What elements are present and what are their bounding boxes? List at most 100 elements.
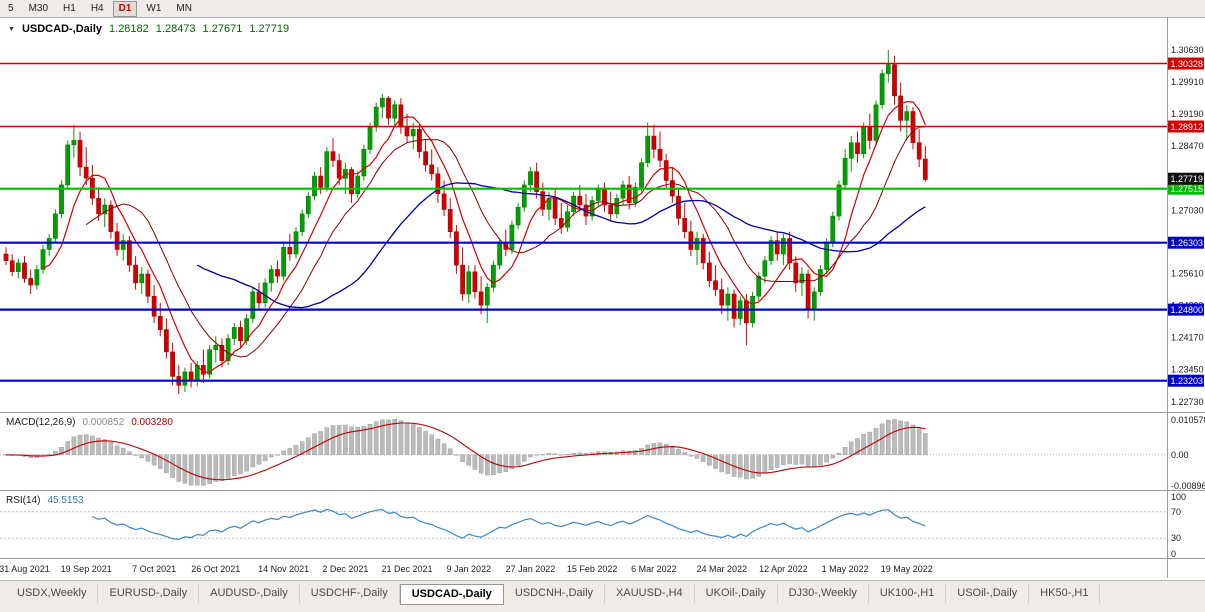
chart-tab-hk50h1[interactable]: HK50-,H1	[1029, 584, 1101, 603]
macd-histogram-bar	[269, 454, 274, 458]
candle	[102, 204, 108, 215]
rsi-axis-tick: 0	[1171, 549, 1176, 559]
macd-histogram-bar	[781, 454, 786, 465]
macd-histogram-bar	[485, 454, 490, 476]
macd-histogram-bar	[404, 422, 410, 455]
candle	[509, 224, 515, 250]
macd-histogram-bar	[312, 433, 317, 456]
period-button-d1[interactable]: D1	[112, 0, 138, 17]
candle	[577, 195, 583, 206]
candle	[262, 282, 268, 304]
chart-tab-ukoildaily[interactable]: UKOil-,Daily	[695, 584, 778, 603]
macd-histogram-bar	[744, 454, 749, 480]
chart-tab-eurusddaily[interactable]: EURUSD-,Daily	[98, 584, 200, 603]
macd-histogram-bar	[410, 424, 416, 455]
chart-tab-uk100h1[interactable]: UK100-,H1	[869, 584, 947, 603]
chart-tab-xauusdh4[interactable]: XAUUSD-,H4	[605, 584, 695, 603]
price-axis-tick: 1.29190	[1171, 109, 1204, 119]
macd-histogram-bar	[201, 454, 206, 486]
macd-histogram-bar	[898, 420, 903, 455]
price-tag-label: 1.27719	[1171, 174, 1204, 184]
date-label: 27 Jan 2022	[506, 564, 556, 574]
macd-histogram-bar	[916, 428, 922, 455]
price-axis-tick: 1.25610	[1171, 269, 1204, 279]
chart-tab-usdxweekly[interactable]: USDX,Weekly	[6, 584, 99, 603]
period-button-mn[interactable]: MN	[176, 2, 192, 14]
macd-histogram-bar	[892, 419, 897, 455]
rsi-line	[92, 508, 926, 541]
macd-histogram-bar	[429, 434, 435, 456]
chart-tab-usdcaddaily[interactable]: USDCAD-,Daily	[399, 584, 504, 605]
macd-histogram-bar	[65, 441, 70, 455]
candle	[250, 291, 256, 319]
candle	[96, 198, 101, 215]
macd-histogram-bar	[904, 421, 910, 455]
candle	[256, 291, 262, 304]
candle	[373, 106, 379, 128]
macd-histogram-bar	[478, 454, 484, 474]
macd-histogram-bar	[861, 434, 866, 455]
chart-tab-usdcnhdaily[interactable]: USDCNH-,Daily	[504, 584, 606, 603]
candle	[120, 240, 126, 250]
period-button-h1[interactable]: H1	[63, 2, 76, 14]
macd-histogram-bar	[102, 439, 107, 455]
candle	[114, 231, 120, 250]
candle	[299, 213, 305, 232]
chart-tab-usoildaily[interactable]: USOil-,Daily	[946, 584, 1030, 603]
candle	[879, 73, 885, 106]
candle	[873, 104, 879, 141]
candle	[694, 238, 700, 250]
candle	[231, 327, 237, 339]
price-chart-canvas[interactable]: 1.306301.299101.291901.284701.277501.270…	[0, 18, 1205, 578]
macd-histogram-bar	[768, 454, 774, 470]
macd-histogram-bar	[626, 450, 632, 455]
candle	[108, 204, 114, 232]
macd-histogram-bar	[207, 454, 212, 484]
candle	[787, 238, 792, 264]
price-tag-label: 1.27515	[1171, 184, 1204, 194]
macd-histogram-bar	[83, 434, 89, 455]
macd-axis-min: -0.00896	[1171, 481, 1205, 491]
candle	[916, 142, 922, 160]
period-button-5[interactable]: 5	[8, 2, 14, 14]
candle	[589, 200, 595, 217]
candle	[188, 371, 194, 382]
macd-histogram-bar	[170, 454, 175, 478]
candle	[367, 126, 373, 150]
macd-histogram-bar	[596, 451, 601, 455]
macd-histogram-bar	[565, 454, 570, 456]
date-label: 15 Feb 2022	[567, 564, 618, 574]
price-tag	[1168, 120, 1204, 133]
macd-histogram-bar	[349, 426, 354, 456]
candle	[830, 215, 836, 244]
candle	[534, 171, 539, 192]
macd-histogram-bar	[793, 454, 799, 465]
macd-histogram-bar	[250, 454, 256, 468]
macd-histogram-bar	[867, 431, 873, 456]
macd-histogram-bar	[719, 454, 724, 473]
macd-histogram-bar	[275, 454, 280, 456]
macd-histogram-bar	[633, 450, 638, 455]
price-tag-label: 1.24800	[1171, 305, 1204, 315]
candle	[213, 344, 219, 350]
chart-tab-dj30weekly[interactable]: DJ30-,Weekly	[778, 584, 869, 603]
chart-tab-bar: USDX,Weekly EURUSD-,Daily AUDUSD-,Daily USD…	[0, 580, 1205, 612]
macd-histogram-bar	[787, 454, 792, 465]
candle	[682, 218, 688, 232]
chart-tab-audusddaily[interactable]: AUDUSD-,Daily	[199, 584, 300, 603]
candle	[540, 191, 546, 210]
candle	[805, 273, 811, 310]
period-button-m30[interactable]: M30	[28, 2, 49, 14]
macd-histogram-bar	[71, 436, 77, 455]
macd-histogram-bar	[423, 430, 428, 456]
candle	[657, 149, 663, 161]
candle	[861, 126, 866, 155]
chart-tab-usdchfdaily[interactable]: USDCHF-,Daily	[300, 584, 400, 603]
candle	[349, 169, 354, 195]
macd-histogram-bar	[657, 442, 663, 455]
period-button-w1[interactable]: W1	[146, 2, 162, 14]
ma-fast-red	[42, 100, 926, 373]
macd-histogram-bar	[571, 453, 576, 456]
macd-histogram-bar	[799, 454, 805, 465]
period-button-h4[interactable]: H4	[90, 2, 104, 14]
